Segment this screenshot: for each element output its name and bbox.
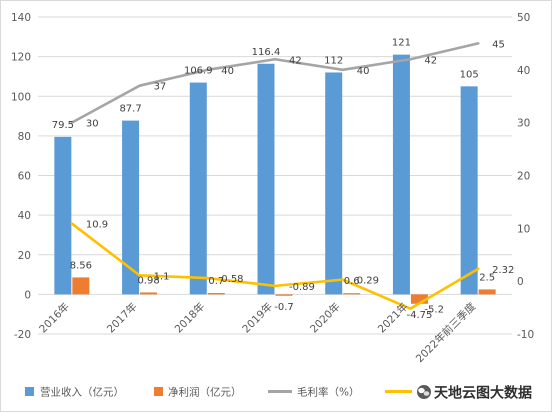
data-label-s3-3: -0.89 — [289, 282, 315, 293]
y-right-tick-label: 0 — [517, 276, 524, 288]
data-label-s1-5: -4.75 — [406, 310, 432, 321]
data-label-s3-0: 10.9 — [86, 220, 108, 231]
y-left-tick-label: 80 — [18, 131, 31, 143]
y-left-tick-label: -20 — [14, 329, 31, 341]
data-label-s2-5: 42 — [424, 55, 437, 66]
bar-s0-4 — [325, 72, 343, 295]
data-label-s0-3: 116.4 — [252, 47, 281, 58]
data-label-s0-6: 105 — [460, 69, 479, 80]
data-label-s3-2: 0.58 — [221, 274, 243, 285]
legend: 营业收入（亿元） 净利润（亿元） 毛利率（%） — [25, 386, 412, 399]
legend-swatch-net-profit — [154, 387, 163, 396]
data-label-s2-6: 45 — [492, 39, 505, 50]
y-left-tick-label: 20 — [18, 250, 31, 262]
y-axis-left: -20 0 20 40 60 80 100 120 140 — [11, 12, 31, 341]
data-label-s3-5: -5.2 — [424, 305, 444, 316]
wechat-icon — [416, 384, 432, 400]
point-s3-6 — [476, 267, 480, 271]
data-label-s1-0: 8.56 — [70, 260, 92, 271]
data-label-s0-2: 106.9 — [184, 66, 213, 77]
data-label-s3-4: 0.29 — [357, 276, 379, 287]
data-label-s1-1: 0.98 — [137, 275, 159, 286]
legend-label-revenue: 营业收入（亿元） — [40, 386, 124, 399]
y-left-tick-label: 0 — [24, 289, 31, 301]
data-label-s0-4: 112 — [324, 55, 343, 66]
point-s2-1 — [138, 84, 141, 87]
y-right-tick-label: -10 — [517, 329, 534, 341]
data-label-s0-0: 79.5 — [52, 120, 74, 131]
point-s2-6 — [476, 42, 480, 45]
y-left-tick-label: 40 — [18, 210, 31, 222]
bar-s0-6 — [460, 86, 478, 295]
point-s3-4 — [341, 278, 344, 281]
bar-s1-0 — [72, 277, 90, 295]
y-right-tick-label: 40 — [517, 65, 530, 77]
bar-s0-0 — [54, 136, 72, 295]
data-label-s2-1: 37 — [154, 82, 167, 93]
y-left-tick-label: 120 — [11, 52, 31, 64]
legend-label-gross-margin: 毛利率（%） — [297, 386, 359, 399]
point-s3-5 — [409, 307, 412, 310]
legend-label-net-profit: 净利润（亿元） — [168, 386, 242, 399]
bar-s0-3 — [257, 63, 275, 295]
data-label-s2-2: 40 — [221, 66, 234, 77]
y-right-tick-label: 10 — [517, 223, 530, 235]
point-s2-3 — [273, 58, 277, 61]
y-right-tick-label: 50 — [517, 12, 530, 24]
y-axis-right: -10 0 10 20 30 40 50 — [517, 12, 534, 341]
point-s3-0 — [70, 222, 74, 225]
y-left-tick-label: 140 — [11, 12, 31, 24]
point-s2-4 — [341, 68, 344, 72]
point-s2-5 — [409, 58, 412, 61]
bar-s0-2 — [189, 82, 207, 295]
data-label-s2-3: 42 — [289, 55, 302, 66]
bar-series — [54, 54, 496, 304]
data-label-s2-4: 40 — [357, 66, 370, 77]
point-s2-2 — [206, 68, 209, 72]
bar-s1-3 — [275, 294, 293, 296]
line-series — [70, 42, 480, 310]
legend-item-revenue: 营业收入（亿元） — [25, 386, 124, 399]
legend-item-gross-margin: 毛利率（%） — [268, 386, 359, 399]
watermark: 天地云图大数据 — [416, 383, 533, 403]
data-label-s1-6: 2.5 — [479, 272, 495, 283]
point-s3-2 — [206, 276, 209, 280]
y-left-tick-label: 60 — [18, 171, 31, 183]
data-labels: 79.5 87.7 106.9 116.4 112 121 105 8.56 0.98 0.7 -0… — [52, 38, 515, 321]
data-label-s0-1: 87.7 — [119, 104, 141, 115]
data-label-s2-0: 30 — [86, 119, 99, 130]
point-s3-1 — [138, 274, 141, 277]
data-label-s1-2: 0.7 — [208, 276, 224, 287]
bar-s0-5 — [392, 54, 410, 295]
data-label-s1-3: -0.7 — [274, 302, 294, 313]
bar-s1-2 — [207, 292, 225, 295]
data-label-s3-6: 2.32 — [492, 265, 514, 276]
point-s2-0 — [70, 121, 74, 124]
bar-s1-1 — [140, 292, 158, 295]
data-label-s3-1: 1.1 — [154, 271, 170, 282]
bar-s1-6 — [478, 289, 496, 295]
bar-s1-4 — [343, 293, 361, 295]
data-label-s0-5: 121 — [392, 38, 411, 49]
legend-item-net-profit: 净利润（亿元） — [154, 386, 242, 399]
point-s3-3 — [273, 284, 277, 288]
bar-s1-5 — [410, 294, 428, 304]
y-left-tick-label: 100 — [11, 91, 31, 103]
bar-s0-1 — [122, 120, 140, 295]
y-right-tick-label: 30 — [517, 118, 530, 130]
gridlines — [38, 16, 512, 335]
legend-swatch-revenue — [25, 387, 34, 396]
y-right-tick-label: 20 — [517, 171, 530, 183]
watermark-text: 天地云图大数据 — [434, 385, 532, 402]
data-label-s1-4: 0.6 — [344, 276, 360, 287]
